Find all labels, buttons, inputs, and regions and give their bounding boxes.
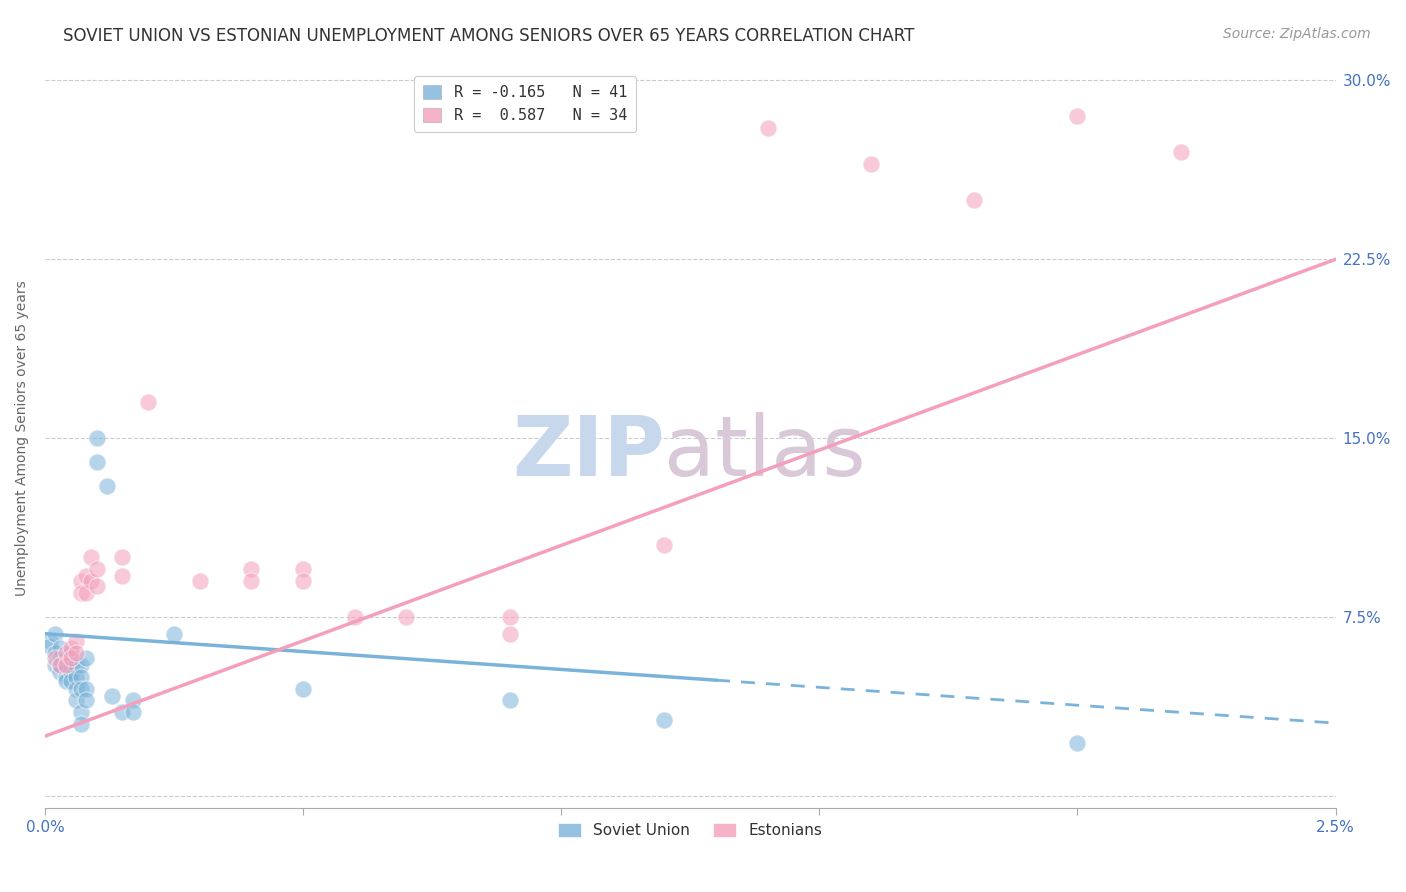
Point bbox=[75, 681, 97, 696]
Point bbox=[65, 693, 87, 707]
Point bbox=[55, 657, 77, 672]
Point bbox=[111, 569, 134, 583]
Point bbox=[55, 646, 77, 660]
Point bbox=[111, 550, 134, 565]
Point bbox=[136, 395, 159, 409]
Point bbox=[121, 693, 143, 707]
Point bbox=[65, 657, 87, 672]
Point bbox=[70, 586, 93, 600]
Text: SOVIET UNION VS ESTONIAN UNEMPLOYMENT AMONG SENIORS OVER 65 YEARS CORRELATION CH: SOVIET UNION VS ESTONIAN UNEMPLOYMENT AM… bbox=[63, 27, 915, 45]
Point bbox=[1170, 145, 1192, 159]
Point bbox=[49, 657, 72, 672]
Point bbox=[70, 574, 93, 589]
Point bbox=[121, 706, 143, 720]
Point bbox=[49, 665, 72, 679]
Point bbox=[240, 562, 263, 576]
Point bbox=[75, 569, 97, 583]
Point bbox=[75, 586, 97, 600]
Point bbox=[59, 646, 82, 660]
Point bbox=[55, 670, 77, 684]
Point bbox=[498, 610, 520, 624]
Point bbox=[756, 121, 779, 136]
Point bbox=[96, 479, 118, 493]
Point bbox=[65, 670, 87, 684]
Point bbox=[80, 574, 103, 589]
Point bbox=[86, 579, 108, 593]
Point bbox=[963, 193, 986, 207]
Point bbox=[80, 550, 103, 565]
Point bbox=[55, 674, 77, 689]
Point bbox=[49, 650, 72, 665]
Point bbox=[86, 431, 108, 445]
Point bbox=[75, 650, 97, 665]
Point bbox=[292, 574, 315, 589]
Y-axis label: Unemployment Among Seniors over 65 years: Unemployment Among Seniors over 65 years bbox=[15, 280, 30, 596]
Point bbox=[1066, 736, 1088, 750]
Point bbox=[59, 657, 82, 672]
Point bbox=[343, 610, 366, 624]
Point bbox=[59, 650, 82, 665]
Point bbox=[44, 626, 66, 640]
Text: ZIP: ZIP bbox=[512, 412, 665, 493]
Point bbox=[111, 706, 134, 720]
Point bbox=[654, 538, 676, 552]
Point bbox=[59, 674, 82, 689]
Point bbox=[55, 657, 77, 672]
Point bbox=[70, 657, 93, 672]
Point bbox=[59, 665, 82, 679]
Point bbox=[498, 626, 520, 640]
Point bbox=[163, 626, 186, 640]
Point bbox=[59, 640, 82, 655]
Point bbox=[188, 574, 211, 589]
Text: atlas: atlas bbox=[665, 412, 866, 493]
Point bbox=[395, 610, 418, 624]
Point bbox=[44, 650, 66, 665]
Point bbox=[39, 633, 62, 648]
Point bbox=[39, 639, 62, 653]
Point bbox=[292, 562, 315, 576]
Point bbox=[70, 670, 93, 684]
Point bbox=[101, 689, 124, 703]
Point bbox=[49, 657, 72, 672]
Legend: Soviet Union, Estonians: Soviet Union, Estonians bbox=[553, 817, 828, 845]
Point bbox=[498, 693, 520, 707]
Point bbox=[240, 574, 263, 589]
Point bbox=[86, 455, 108, 469]
Point bbox=[1066, 109, 1088, 123]
Point bbox=[44, 646, 66, 660]
Point bbox=[44, 657, 66, 672]
Point bbox=[65, 633, 87, 648]
Point bbox=[654, 713, 676, 727]
Point bbox=[859, 157, 882, 171]
Point bbox=[65, 646, 87, 660]
Point bbox=[55, 650, 77, 665]
Point bbox=[70, 717, 93, 731]
Point bbox=[86, 562, 108, 576]
Point bbox=[292, 681, 315, 696]
Point bbox=[65, 681, 87, 696]
Text: Source: ZipAtlas.com: Source: ZipAtlas.com bbox=[1223, 27, 1371, 41]
Point bbox=[70, 681, 93, 696]
Point bbox=[70, 706, 93, 720]
Point bbox=[75, 693, 97, 707]
Point bbox=[49, 640, 72, 655]
